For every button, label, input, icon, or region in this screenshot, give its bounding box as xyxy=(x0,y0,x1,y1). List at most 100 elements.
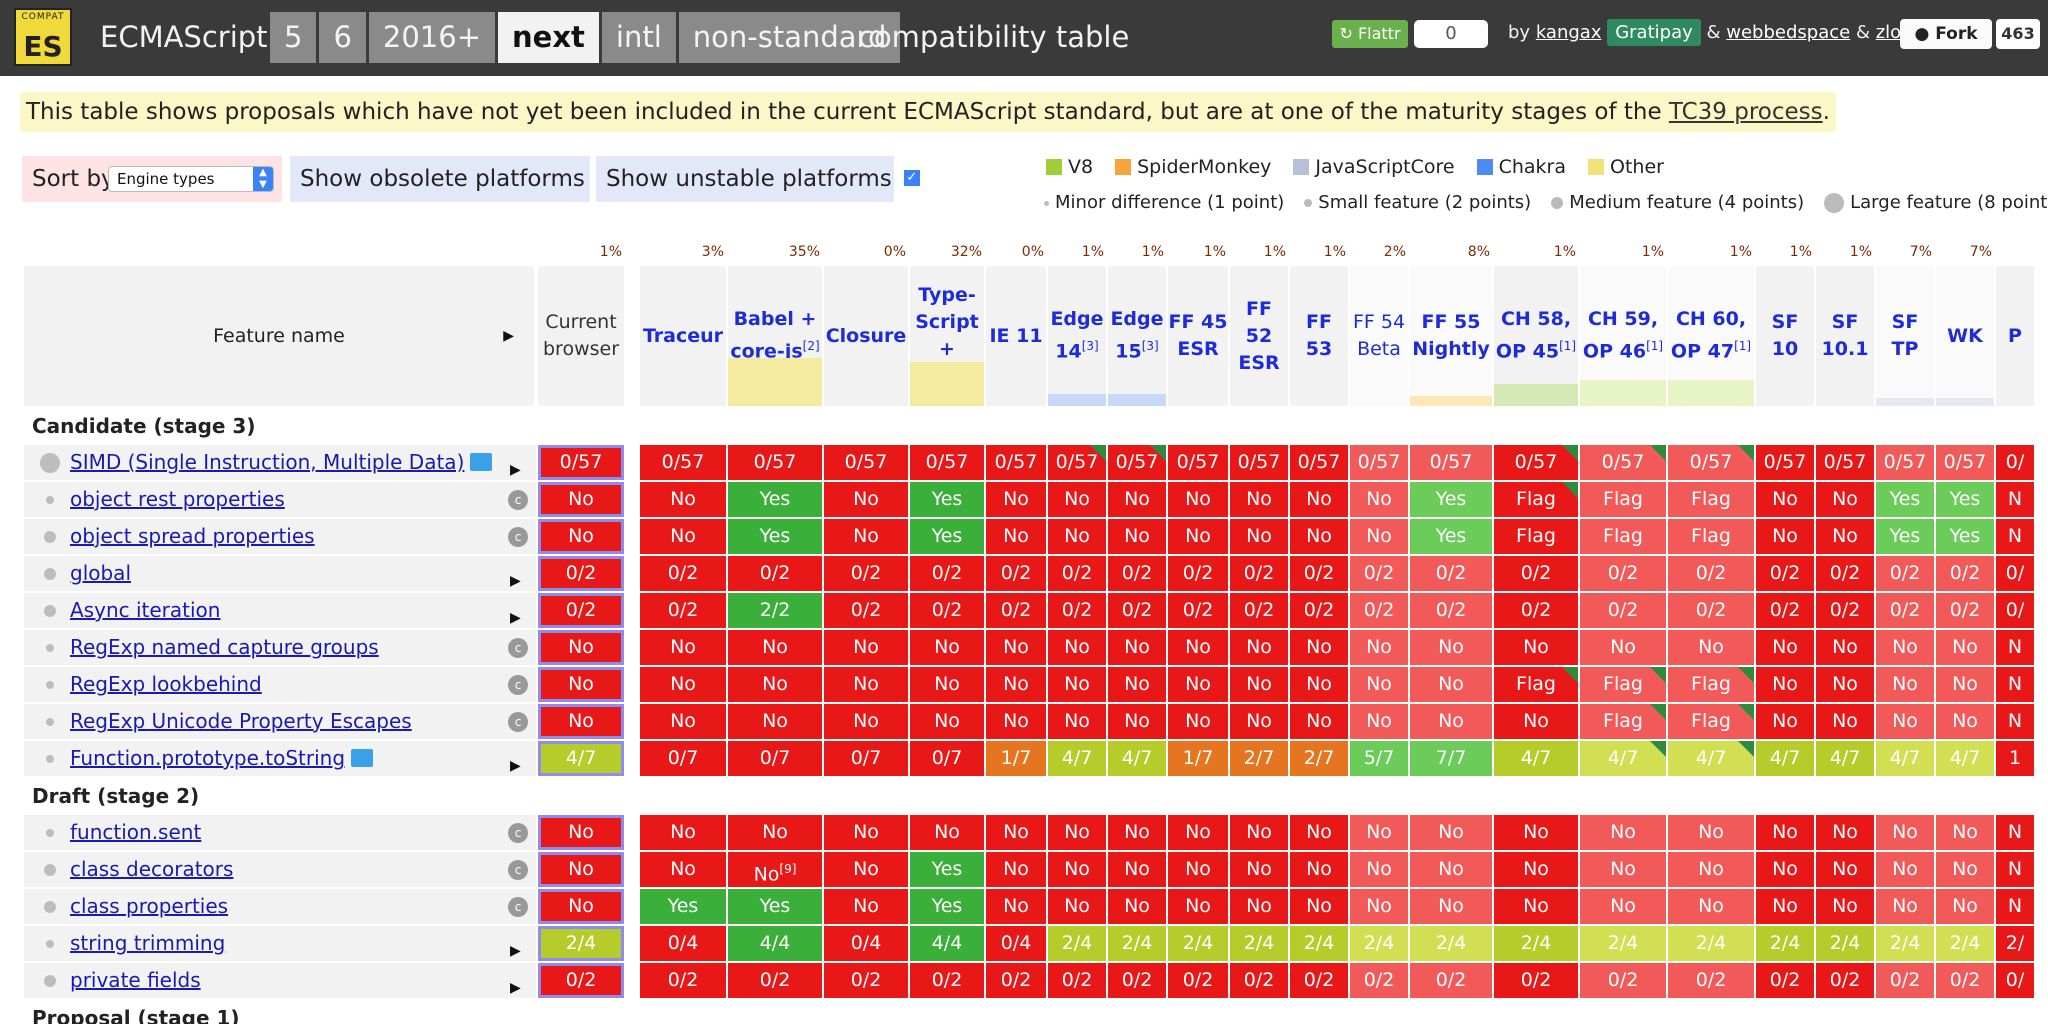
expand-arrow-icon[interactable]: ▶ xyxy=(510,758,521,774)
result-cell[interactable]: No xyxy=(538,852,624,887)
result-cell[interactable]: 2/7 xyxy=(1290,741,1348,776)
result-cell[interactable]: 1 xyxy=(1996,741,2034,776)
feature-link[interactable]: global xyxy=(70,561,131,585)
result-cell[interactable]: 0/2 xyxy=(910,963,984,998)
copyright-icon[interactable]: c xyxy=(508,712,528,732)
result-cell[interactable]: No xyxy=(1410,704,1492,739)
result-cell[interactable]: No xyxy=(824,704,908,739)
feature-link[interactable]: class decorators xyxy=(70,857,234,881)
feature-link[interactable]: Function.prototype.toString xyxy=(70,746,346,770)
result-cell[interactable]: No xyxy=(1168,519,1228,554)
result-cell[interactable]: No xyxy=(640,852,726,887)
result-cell[interactable]: 0/7 xyxy=(728,741,822,776)
result-cell[interactable]: 0/57 xyxy=(1410,445,1492,480)
result-cell[interactable]: 2/2 xyxy=(728,593,822,628)
result-cell[interactable]: No xyxy=(1290,704,1348,739)
result-cell[interactable]: No xyxy=(1048,482,1106,517)
result-cell[interactable]: Yes xyxy=(1876,519,1934,554)
result-cell[interactable]: Yes xyxy=(1936,482,1994,517)
result-cell[interactable]: No xyxy=(1494,889,1578,924)
result-cell[interactable]: 2/4 xyxy=(1168,926,1228,961)
result-cell[interactable]: No xyxy=(1048,704,1106,739)
result-cell[interactable]: No xyxy=(1108,889,1166,924)
result-cell[interactable]: 0/2 xyxy=(1048,963,1106,998)
result-cell[interactable]: 2/4 xyxy=(1580,926,1666,961)
result-cell[interactable]: Flag xyxy=(1668,519,1754,554)
result-cell[interactable]: 0/4 xyxy=(986,926,1046,961)
result-cell[interactable]: 2/4 xyxy=(1290,926,1348,961)
result-cell[interactable]: 0/57 xyxy=(538,445,624,480)
column-header-ie11[interactable]: IE 11 xyxy=(986,266,1048,406)
result-cell[interactable]: Yes xyxy=(910,482,984,517)
result-cell[interactable]: Flag xyxy=(1494,482,1578,517)
result-cell[interactable]: 4/7 xyxy=(1876,741,1934,776)
result-cell[interactable]: No xyxy=(1668,815,1754,850)
result-cell[interactable]: 0/57 xyxy=(1048,445,1106,480)
github-fork-button[interactable]: ● Fork xyxy=(1900,19,1992,49)
feature-name-header[interactable]: Feature name ▶ xyxy=(24,266,536,406)
result-cell[interactable]: No xyxy=(1048,815,1106,850)
result-cell[interactable]: No xyxy=(1108,852,1166,887)
result-cell[interactable]: No xyxy=(986,482,1046,517)
result-cell[interactable]: N xyxy=(1996,667,2034,702)
result-cell[interactable]: Yes xyxy=(1410,519,1492,554)
result-cell[interactable]: No xyxy=(1756,630,1814,665)
column-header-closure[interactable]: Closure xyxy=(824,266,910,406)
column-header-sftp[interactable]: SF TP xyxy=(1876,266,1936,406)
result-cell[interactable]: No xyxy=(1816,482,1874,517)
result-cell[interactable]: No xyxy=(640,519,726,554)
result-cell[interactable]: N xyxy=(1996,482,2034,517)
result-cell[interactable]: 4/7 xyxy=(1816,741,1874,776)
result-cell[interactable]: 0/57 xyxy=(1668,445,1754,480)
result-cell[interactable]: 0/2 xyxy=(640,556,726,591)
footnote-ref[interactable]: [1] xyxy=(1646,339,1664,354)
result-cell[interactable]: No xyxy=(1668,630,1754,665)
tab-6[interactable]: 6 xyxy=(319,12,366,63)
copyright-icon[interactable]: c xyxy=(508,897,528,917)
result-cell[interactable]: No xyxy=(538,704,624,739)
result-cell[interactable]: 0/57 xyxy=(824,445,908,480)
result-cell[interactable]: 0/2 xyxy=(1580,556,1666,591)
result-cell[interactable]: No xyxy=(640,630,726,665)
flattr-button[interactable]: ↻ Flattr xyxy=(1332,20,1408,48)
feature-link[interactable]: object spread properties xyxy=(70,524,315,548)
result-cell[interactable]: N xyxy=(1996,852,2034,887)
feature-link[interactable]: private fields xyxy=(70,968,201,992)
result-cell[interactable]: 0/57 xyxy=(910,445,984,480)
result-cell[interactable]: 4/7 xyxy=(1048,741,1106,776)
result-cell[interactable]: 0/2 xyxy=(1168,556,1228,591)
spec-flag-icon[interactable] xyxy=(470,453,493,471)
result-cell[interactable]: Flag xyxy=(1494,519,1578,554)
result-cell[interactable]: No xyxy=(1108,630,1166,665)
result-cell[interactable]: No xyxy=(728,704,822,739)
result-cell[interactable]: No xyxy=(1230,815,1288,850)
result-cell[interactable]: No xyxy=(1230,482,1288,517)
result-cell[interactable]: No xyxy=(1108,815,1166,850)
result-cell[interactable]: 0/2 xyxy=(1048,556,1106,591)
column-header-traceur[interactable]: Traceur xyxy=(640,266,728,406)
result-cell[interactable]: No xyxy=(1756,852,1814,887)
result-cell[interactable]: No xyxy=(538,815,624,850)
result-cell[interactable]: 0/2 xyxy=(1936,556,1994,591)
column-header-ch60[interactable]: CH 60, OP 47[1] xyxy=(1668,266,1756,406)
result-cell[interactable]: No xyxy=(986,630,1046,665)
result-cell[interactable]: No xyxy=(1168,852,1228,887)
result-cell[interactable]: 0/57 xyxy=(728,445,822,480)
result-cell[interactable]: No xyxy=(1410,630,1492,665)
result-cell[interactable]: 0/57 xyxy=(1350,445,1408,480)
result-cell[interactable]: No xyxy=(1048,852,1106,887)
result-cell[interactable]: 0/2 xyxy=(1580,593,1666,628)
result-cell[interactable]: 0/2 xyxy=(538,593,624,628)
result-cell[interactable]: 0/2 xyxy=(1108,593,1166,628)
result-cell[interactable]: No xyxy=(1048,667,1106,702)
result-cell[interactable]: No xyxy=(1494,630,1578,665)
obsolete-toggle[interactable]: Show obsolete platforms xyxy=(290,156,613,202)
result-cell[interactable]: 0/2 xyxy=(1108,963,1166,998)
result-cell[interactable]: 0/4 xyxy=(824,926,908,961)
result-cell[interactable]: 0/2 xyxy=(1668,963,1754,998)
result-cell[interactable]: Yes xyxy=(910,889,984,924)
result-cell[interactable]: 0/2 xyxy=(1290,963,1348,998)
result-cell[interactable]: 0/2 xyxy=(1494,963,1578,998)
result-cell[interactable]: No xyxy=(640,482,726,517)
result-cell[interactable]: No xyxy=(1816,667,1874,702)
